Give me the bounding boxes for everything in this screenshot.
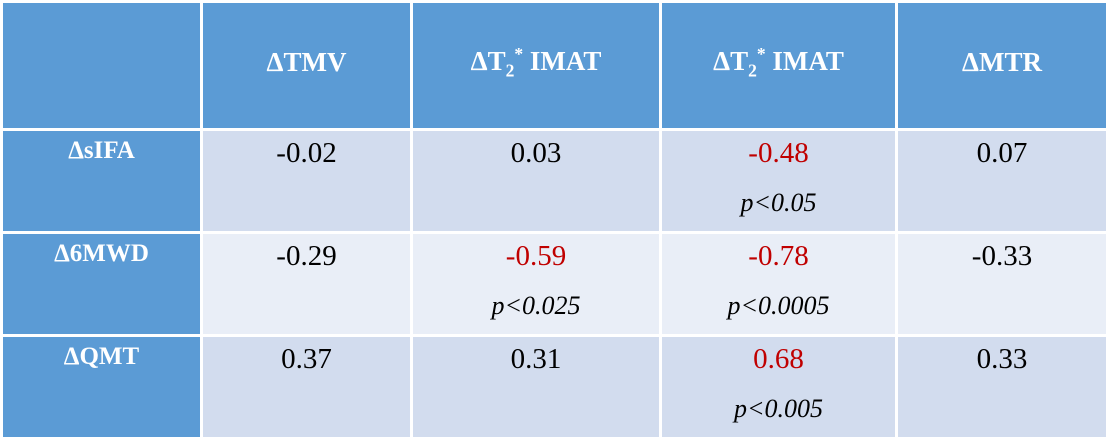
- cell-value: -0.29: [276, 240, 337, 272]
- p-value: p<0.025: [491, 291, 581, 320]
- cell-value: 0.31: [510, 343, 562, 375]
- col-header-suffix: IMAT: [523, 45, 602, 76]
- p-value: p<0.0005: [727, 291, 830, 320]
- table-cell: 0.03: [410, 128, 662, 234]
- col-header-subscript: 2: [748, 60, 757, 81]
- cell-value-significant: -0.59: [505, 240, 567, 272]
- col-header-mtr-label: ΔMTR: [962, 47, 1042, 77]
- table-cell: 0.68 p<0.005: [659, 334, 898, 440]
- table-cell: -0.33: [895, 231, 1109, 337]
- table-cell: 0.37: [200, 334, 413, 440]
- col-header-superscript: *: [514, 43, 524, 64]
- row-header: ΔQMT: [0, 334, 203, 440]
- table-cell: -0.59 p<0.025: [410, 231, 662, 337]
- col-header-tmv-label: ΔTMV: [266, 47, 347, 77]
- col-header-suffix: IMAT: [765, 45, 844, 76]
- col-header-t2-imat-2: ΔT2* IMAT: [659, 0, 898, 131]
- cell-value-significant: 0.68: [753, 343, 804, 375]
- cell-value: -0.02: [276, 137, 337, 169]
- row-header: ΔsIFA: [0, 128, 203, 234]
- col-header-tmv: ΔTMV: [200, 0, 413, 131]
- cell-value-significant: -0.78: [748, 240, 809, 272]
- corner-cell: [0, 0, 203, 131]
- cell-value: 0.33: [976, 343, 1028, 375]
- table-cell: 0.07: [895, 128, 1109, 234]
- table-cell: 0.33: [895, 334, 1109, 440]
- table-row-6mwd: Δ6MWD -0.29 -0.59 p<0.025 -0.78 p<0.0005 -…: [0, 231, 1109, 337]
- col-header-superscript: *: [756, 43, 766, 64]
- col-header-prefix: ΔT: [713, 45, 749, 76]
- cell-value: 0.03: [510, 137, 562, 169]
- table-cell: 0.31: [410, 334, 662, 440]
- table-row-qmt: ΔQMT 0.37 0.31 0.68 p<0.005 0.33: [0, 334, 1109, 440]
- row-header: Δ6MWD: [0, 231, 203, 337]
- col-header-subscript: 2: [505, 60, 515, 81]
- col-header-mtr: ΔMTR: [895, 0, 1109, 131]
- p-value: p<0.05: [740, 188, 817, 217]
- table-cell: -0.78 p<0.0005: [659, 231, 898, 337]
- cell-value: 0.07: [976, 137, 1028, 169]
- cell-value-significant: -0.48: [748, 137, 809, 169]
- col-header-prefix: ΔT: [470, 45, 506, 76]
- table-row-sifa: ΔsIFA -0.02 0.03 -0.48 p<0.05 0.07: [0, 128, 1109, 234]
- col-header-t2-imat-1: ΔT2* IMAT: [410, 0, 662, 131]
- p-value: p<0.005: [733, 394, 824, 423]
- cell-value: 0.37: [281, 343, 332, 375]
- table-cell: -0.48 p<0.05: [659, 128, 898, 234]
- table-cell: -0.02: [200, 128, 413, 234]
- header-row: ΔTMV ΔT2* IMAT ΔT2* IMAT ΔMTR: [0, 0, 1109, 131]
- cell-value: -0.33: [971, 240, 1033, 272]
- table-cell: -0.29: [200, 231, 413, 337]
